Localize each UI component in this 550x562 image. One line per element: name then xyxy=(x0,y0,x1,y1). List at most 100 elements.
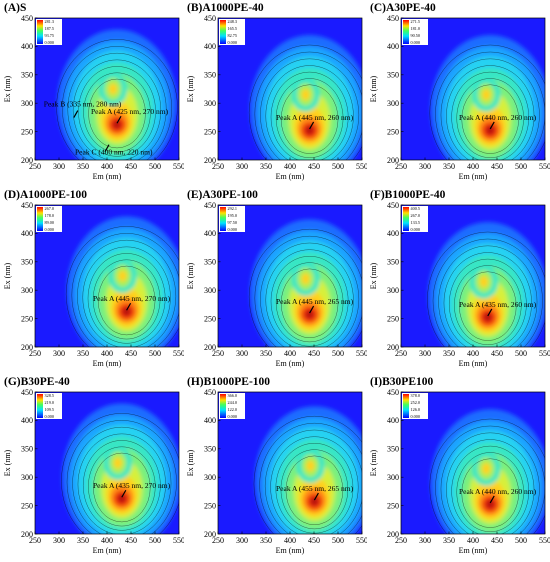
eem-panel: (E)A30PE-100 250 300 350 400 450 500 550 200 250 3… xyxy=(184,188,367,375)
contour-line xyxy=(77,239,177,347)
colorbar-label: 0.000 xyxy=(411,414,420,419)
intensity-region xyxy=(301,273,310,285)
y-axis-label: Ex (nm) xyxy=(186,449,195,476)
colorbar xyxy=(37,394,43,418)
y-axis-label: Ex (nm) xyxy=(3,449,12,476)
contour-line xyxy=(87,253,166,344)
x-tick-label: 500 xyxy=(515,162,527,171)
y-tick-label: 450 xyxy=(387,388,399,397)
x-axis-label: Em (nm) xyxy=(459,172,488,181)
y-tick-label: 350 xyxy=(21,258,33,267)
x-tick-label: 550 xyxy=(356,162,367,171)
peak-label: Peak A (445 nm, 260 nm) xyxy=(276,113,354,122)
y-tick-label: 400 xyxy=(21,416,33,425)
intensity-region xyxy=(305,310,314,319)
x-axis-label: Em (nm) xyxy=(93,359,122,368)
x-tick-label: 350 xyxy=(260,162,272,171)
contour-line xyxy=(56,39,178,160)
peak-marker xyxy=(309,121,315,130)
x-tick-label: 300 xyxy=(419,349,431,358)
x-tick-label: 250 xyxy=(212,162,224,171)
x-tick-label: 350 xyxy=(443,162,455,171)
intensity-region xyxy=(113,457,123,469)
contour-line xyxy=(61,413,179,534)
eem-contour-plot: 250 300 350 400 450 500 550200250300350400450E… xyxy=(186,201,367,368)
y-tick-label: 300 xyxy=(204,99,216,108)
y-axis-label: Ex (nm) xyxy=(369,75,378,102)
y-tick-label: 450 xyxy=(204,14,216,23)
x-tick-label: 450 xyxy=(308,536,320,545)
x-tick-label: 400 xyxy=(467,349,479,358)
colorbar-label: 165.5 xyxy=(228,26,237,31)
y-axis-label: Ex (nm) xyxy=(369,262,378,289)
eem-contour-plot: 250 300 350 400 450 500 550200250300350400450E… xyxy=(369,388,550,555)
contour-line xyxy=(270,71,349,160)
x-tick-label: 550 xyxy=(539,162,550,171)
panel-title: (A)S xyxy=(4,2,27,14)
colorbar-label: 109.5 xyxy=(45,407,54,412)
contour-line xyxy=(461,84,519,154)
intensity-region xyxy=(118,270,127,282)
peak-label: Peak A (435 nm, 270 nm) xyxy=(93,481,171,490)
x-tick-label: 300 xyxy=(53,349,65,358)
x-tick-label: 250 xyxy=(212,349,224,358)
colorbar-label: 378.0 xyxy=(411,393,420,398)
eem-contour-plot: 250 300 350 400 450 500 550200250300350400450E… xyxy=(3,201,184,368)
x-tick-label: 300 xyxy=(236,162,248,171)
colorbar-label: 0.000 xyxy=(411,40,420,45)
contour-line xyxy=(259,422,362,534)
y-tick-label: 350 xyxy=(21,71,33,80)
peak-marker xyxy=(116,115,122,124)
colorbar xyxy=(403,394,409,418)
y-tick-label: 350 xyxy=(204,258,216,267)
x-tick-label: 550 xyxy=(173,162,184,171)
x-tick-label: 450 xyxy=(491,162,503,171)
contour-line xyxy=(461,458,519,528)
x-tick-label: 250 xyxy=(212,536,224,545)
y-tick-label: 200 xyxy=(387,530,399,539)
y-axis-label: Ex (nm) xyxy=(186,75,195,102)
eem-contour-plot: 250 300 350 400 450 500 550200250300350400450E… xyxy=(186,14,367,181)
x-tick-label: 450 xyxy=(491,349,503,358)
y-axis-label: Ex (nm) xyxy=(186,262,195,289)
y-tick-label: 350 xyxy=(204,71,216,80)
x-tick-label: 400 xyxy=(101,349,113,358)
x-tick-label: 500 xyxy=(332,349,344,358)
eem-panel: (F)B1000PE-40 250 300 350 400 450 500 550 200 250… xyxy=(367,188,550,375)
contour-line xyxy=(82,246,171,347)
intensity-region xyxy=(117,494,126,503)
x-tick-label: 550 xyxy=(173,349,184,358)
colorbar-label: 133.5 xyxy=(411,220,420,225)
colorbar xyxy=(220,207,226,231)
x-tick-label: 400 xyxy=(284,349,296,358)
eem-contour-plot: 250 300 350 400 450 500 550200250300350400450E… xyxy=(369,201,550,368)
colorbar-label: 122.0 xyxy=(228,407,237,412)
x-tick-label: 500 xyxy=(149,349,161,358)
peak-marker xyxy=(487,308,493,317)
peak-marker xyxy=(489,121,495,130)
y-tick-label: 300 xyxy=(387,286,399,295)
eem-panel: (A)S 250 300 350 400 450 500 550 200 250 300 350 400… xyxy=(1,1,184,188)
contour-line xyxy=(449,258,527,347)
colorbar-label: 90.50 xyxy=(411,33,420,38)
x-tick-label: 350 xyxy=(443,536,455,545)
colorbar-label: 97.50 xyxy=(228,220,237,225)
colorbar-label: 0.000 xyxy=(45,40,54,45)
contour-line xyxy=(440,58,540,160)
intensity-region xyxy=(479,276,489,288)
contour-line xyxy=(451,445,529,534)
y-tick-label: 350 xyxy=(204,445,216,454)
y-tick-label: 400 xyxy=(21,229,33,238)
colorbar xyxy=(403,207,409,231)
y-tick-label: 400 xyxy=(387,42,399,51)
colorbar-label: 267.0 xyxy=(411,213,420,218)
eem-contour-plot: 250 300 350 400 450 500 550200250300350400450E… xyxy=(3,14,184,181)
peak-label: Peak B (335 nm, 280 nm) xyxy=(44,100,122,109)
colorbar-label: 267.0 xyxy=(45,206,54,211)
y-tick-label: 250 xyxy=(204,314,216,323)
intensity-region xyxy=(310,497,319,506)
contour-line xyxy=(440,432,540,534)
x-tick-label: 450 xyxy=(125,536,137,545)
y-tick-label: 350 xyxy=(21,445,33,454)
contour-line xyxy=(270,436,359,534)
